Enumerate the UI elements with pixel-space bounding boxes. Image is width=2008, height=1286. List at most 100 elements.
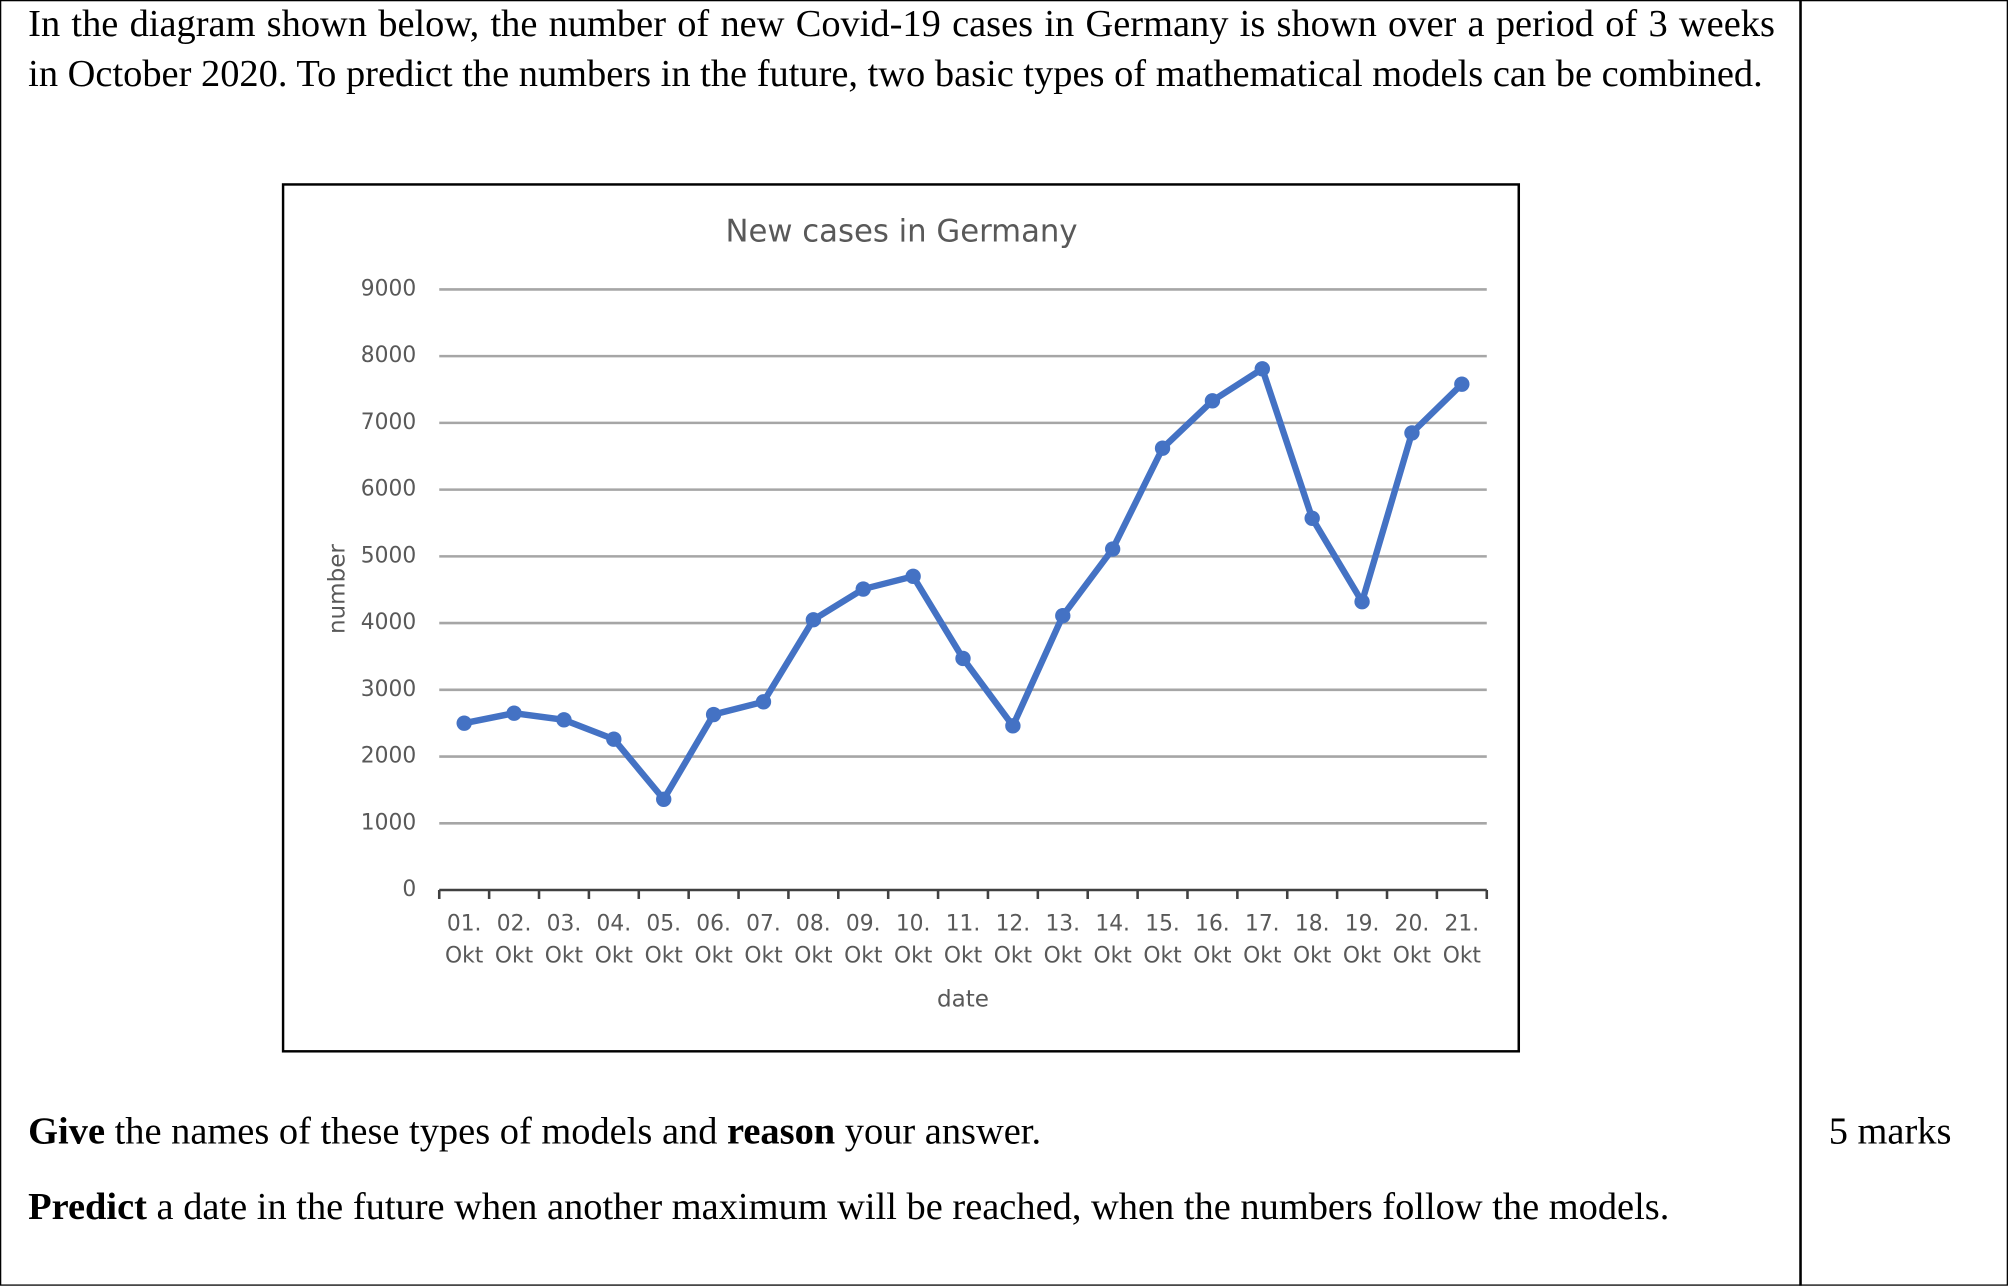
x-tick-label: 20. Okt xyxy=(1393,912,1432,969)
x-tick-label-line: Okt xyxy=(1094,944,1133,969)
x-tick-label-line: Okt xyxy=(944,944,983,969)
data-point xyxy=(1005,718,1021,734)
x-tick-label-line: 19. xyxy=(1345,912,1380,937)
x-tick-label-line: Okt xyxy=(844,944,883,969)
x-tick-label: 16. Okt xyxy=(1193,912,1232,969)
x-tick-label-line: 13. xyxy=(1045,912,1080,937)
x-tick-label-line: Okt xyxy=(1143,944,1182,969)
x-tick-label: 01. Okt xyxy=(445,912,484,969)
x-tick-label-line: 17. xyxy=(1245,912,1280,937)
x-tick-label-line: Okt xyxy=(1044,944,1083,969)
bold-word: Predict xyxy=(28,1185,147,1229)
x-tick-label-line: 14. xyxy=(1095,912,1130,937)
x-axis-label: date xyxy=(937,987,989,1013)
x-tick-label-line: Okt xyxy=(1343,944,1382,969)
x-tick-label: 10. Okt xyxy=(894,912,933,969)
x-tick-label-line: Okt xyxy=(1443,944,1482,969)
x-tick-label-line: Okt xyxy=(894,944,933,969)
x-tick-label-line: 08. xyxy=(796,912,831,937)
x-tick-label-line: 21. xyxy=(1445,912,1480,937)
x-tick-label: 08. Okt xyxy=(794,912,833,969)
x-tick-label: 05. Okt xyxy=(645,912,684,969)
data-point xyxy=(805,612,822,628)
x-tick-label-line: Okt xyxy=(595,944,634,969)
data-point xyxy=(606,731,622,747)
x-tick-label-line: 10. xyxy=(896,912,931,937)
text: the names of these types of models and xyxy=(114,1110,718,1153)
x-tick-label-line: Okt xyxy=(794,944,833,969)
y-tick-label: 3000 xyxy=(361,677,416,702)
x-tick-label-line: Okt xyxy=(694,944,733,969)
x-tick-label: 06. Okt xyxy=(694,912,733,969)
y-tick-label: 1000 xyxy=(361,810,416,835)
x-tick-label-line: 04. xyxy=(597,912,632,937)
x-tick-label-line: Okt xyxy=(744,944,783,969)
data-point xyxy=(1254,361,1270,377)
x-tick-label-line: 11. xyxy=(946,912,981,937)
data-point xyxy=(705,706,722,723)
bold-word: Give xyxy=(28,1110,106,1153)
data-point xyxy=(1154,440,1171,456)
x-tick-label-line: 15. xyxy=(1145,912,1180,937)
data-point xyxy=(456,715,472,731)
intro-text: In the diagram shown below, the number o… xyxy=(28,2,1775,95)
text: a date in the future when another maximu… xyxy=(156,1185,1670,1229)
chart: New cases in Germany date number 0 1000 20… xyxy=(281,183,1521,1053)
data-point xyxy=(855,581,871,597)
x-tick-label-line: Okt xyxy=(1293,944,1332,969)
y-tick-label: 2000 xyxy=(361,744,416,769)
x-tick-label-line: 01. xyxy=(447,912,482,937)
marks: 5 marks xyxy=(1828,1110,1952,1153)
predict-text: Predict a date in the future when anothe… xyxy=(28,1182,1775,1232)
x-tick-label-line: 02. xyxy=(497,912,532,937)
x-tick-label-line: 05. xyxy=(646,912,681,937)
x-tick-label-line: 20. xyxy=(1395,912,1430,937)
data-point xyxy=(656,791,672,807)
x-tick-label-line: Okt xyxy=(1243,944,1282,969)
x-tick-label-line: Okt xyxy=(495,944,534,969)
x-tick-label: 15. Okt xyxy=(1143,912,1182,969)
data-point xyxy=(905,568,921,585)
x-tick-label: 19. Okt xyxy=(1343,912,1382,969)
x-tick-label-line: 16. xyxy=(1195,912,1230,937)
data-point xyxy=(1304,510,1320,526)
data-point xyxy=(955,650,971,667)
x-tick-label-line: 12. xyxy=(996,912,1031,937)
x-tick-label: 02. Okt xyxy=(495,912,534,969)
y-axis-label: number xyxy=(325,544,351,634)
x-tick-label-line: Okt xyxy=(994,944,1033,969)
x-tick-label-line: 07. xyxy=(746,912,781,937)
x-tick-label-line: 06. xyxy=(696,912,731,937)
y-tick-label: 9000 xyxy=(361,276,416,301)
column-divider xyxy=(1799,0,1802,1286)
x-tick-label: 21. Okt xyxy=(1443,912,1482,969)
x-tick-label: 03. Okt xyxy=(545,912,584,969)
x-tick-label: 11. Okt xyxy=(944,912,983,969)
y-tick-label: 6000 xyxy=(361,477,416,502)
data-point xyxy=(755,694,772,710)
x-tick-label: 13. Okt xyxy=(1044,912,1083,969)
x-tick-label-line: 03. xyxy=(547,912,582,937)
y-tick-label: 8000 xyxy=(361,343,416,368)
chart-title: New cases in Germany xyxy=(725,214,1077,250)
x-tick-label-line: Okt xyxy=(445,944,484,969)
x-tick-label: 04. Okt xyxy=(595,912,634,969)
x-tick-label: 07. Okt xyxy=(744,912,783,969)
data-point xyxy=(556,712,572,728)
x-tick-label-line: 09. xyxy=(846,912,881,937)
x-tick-label: 17. Okt xyxy=(1243,912,1282,969)
data-point xyxy=(1454,376,1470,392)
x-tick-label: 18. Okt xyxy=(1293,912,1332,969)
data-point xyxy=(1354,594,1370,610)
text: your answer. xyxy=(844,1110,1042,1153)
x-tick-label-line: Okt xyxy=(1393,944,1432,969)
data-point xyxy=(1204,393,1221,409)
x-tick-label-line: Okt xyxy=(545,944,584,969)
x-tick-label: 14. Okt xyxy=(1094,912,1133,969)
x-tick-label: 09. Okt xyxy=(844,912,883,969)
bold-word: reason xyxy=(727,1110,836,1153)
y-tick-label: 0 xyxy=(402,877,416,902)
y-tick-label: 5000 xyxy=(361,543,416,568)
